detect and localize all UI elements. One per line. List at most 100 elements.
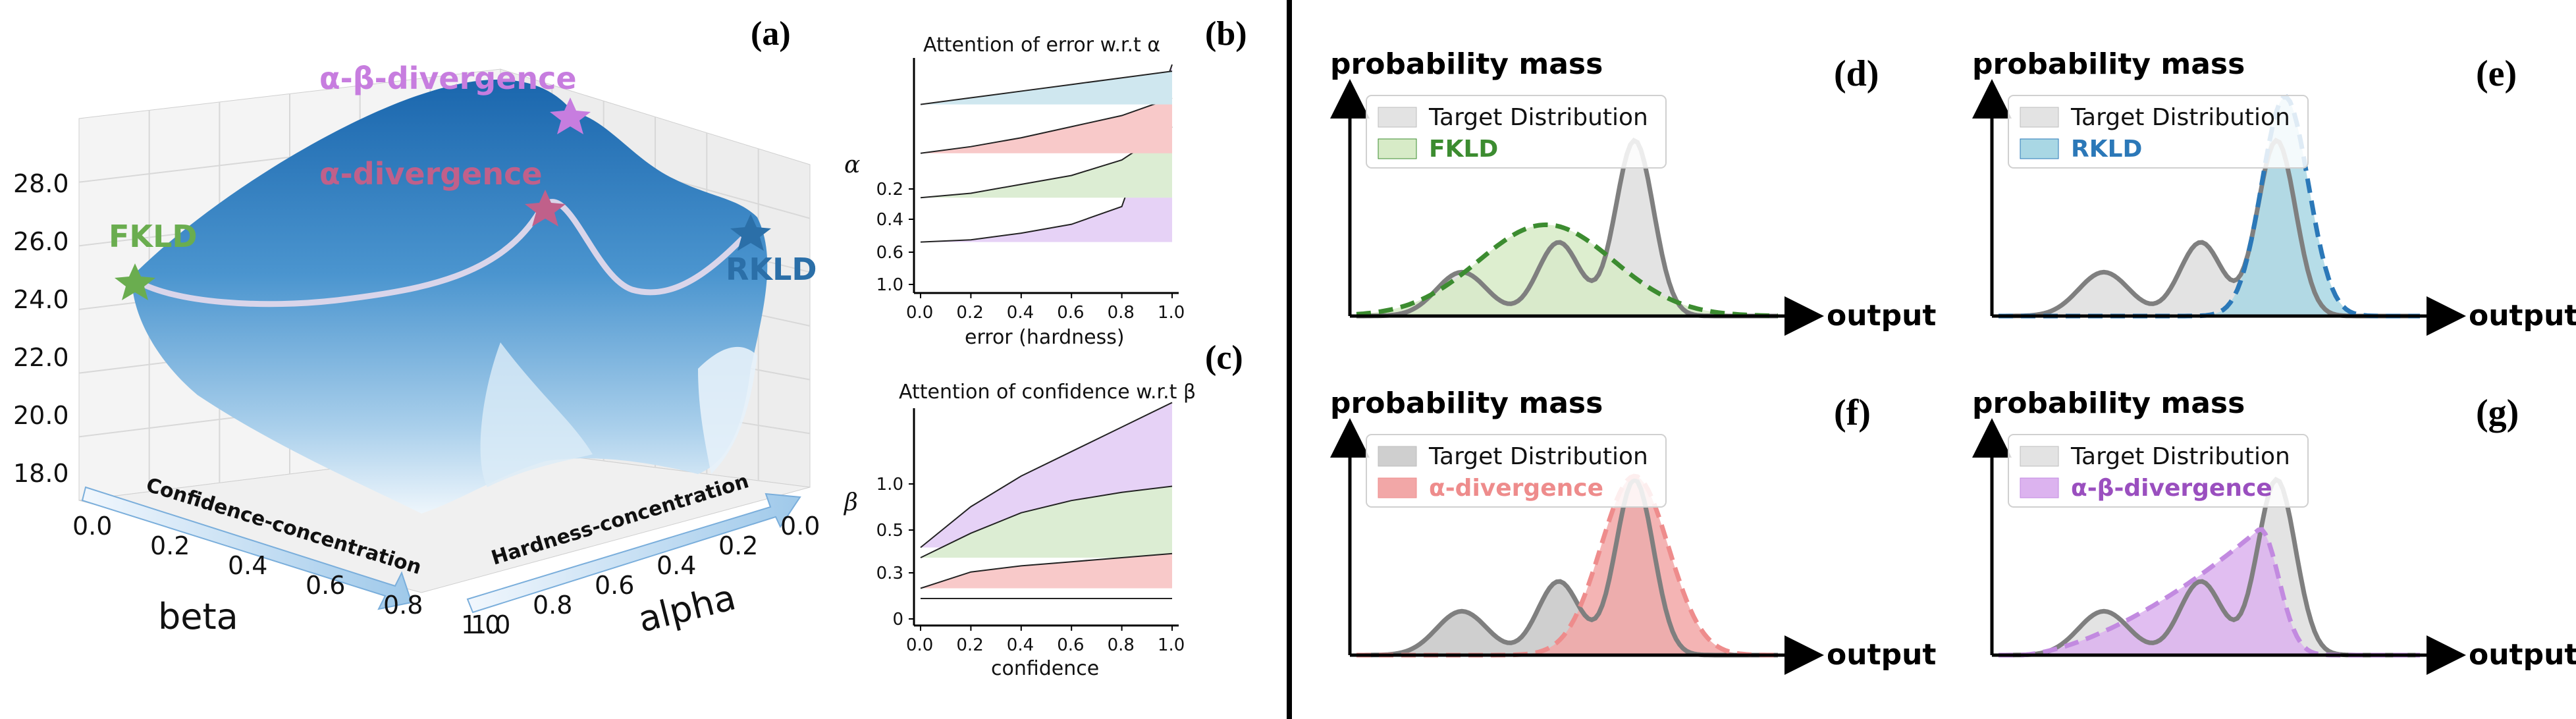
- approx-curve: [1356, 222, 1778, 319]
- y-tick-label: 0.6: [876, 243, 903, 263]
- alpha-beta-divergence-star: [550, 97, 591, 134]
- surface-valley: [698, 346, 757, 474]
- x-tick-label: 0.2: [956, 303, 983, 323]
- panel-d: probability mass output (d) Target Distribu…: [1330, 47, 1936, 336]
- x-tick-label: 0.8: [1108, 635, 1135, 655]
- panel-a: FKLD α-divergence α-β-divergence RKLD 28…: [13, 15, 820, 641]
- y-axis-title: probability mass: [1972, 47, 2245, 81]
- x-tick-label: 1.0: [1158, 635, 1185, 655]
- panel-label-b: (b): [1205, 15, 1247, 53]
- legend-box: [2008, 434, 2309, 508]
- alpha-axis-label: alpha: [634, 576, 739, 640]
- panel-e: probability mass output (e) Target Distribu…: [1972, 47, 2576, 336]
- fkld-star: [115, 263, 155, 300]
- y-tick-label: 0.3: [876, 564, 903, 583]
- beta-tick-label: 1.0: [461, 610, 500, 639]
- panel-label-d: (d): [1834, 53, 1879, 94]
- beta-tick-label: 0.0: [72, 512, 112, 541]
- alpha-tick-label: 1.0: [471, 610, 510, 639]
- band-line: [920, 97, 1173, 154]
- y-axis-title: probability mass: [1972, 386, 2245, 420]
- legend-label-target: Target Distribution: [2070, 443, 2290, 470]
- divergence-path: [132, 199, 754, 307]
- legend-swatch-approx: [1378, 477, 1417, 498]
- z-tick-label: 20.0: [13, 401, 69, 430]
- alpha-tick-label: 0.6: [595, 571, 634, 600]
- panel-b: Attention of error w.r.t α (b) 0.0 0.2 0.4…: [844, 15, 1247, 349]
- x-tick-label: 0.4: [1007, 635, 1034, 655]
- alpha-divergence-star: [525, 190, 566, 226]
- panel-f: probability mass output (f) Target Distribu…: [1330, 386, 1936, 675]
- alpha-tick-label: 0.2: [718, 531, 758, 560]
- panel-c: Attention of confidence w.r.t β (c) 0.0 0…: [843, 339, 1243, 680]
- panel-g: probability mass output (g) Target Distribu…: [1972, 386, 2576, 675]
- x-axis-title: output: [1827, 638, 1936, 672]
- x-tick-label: 0.8: [1108, 303, 1135, 323]
- z-tick-label: 26.0: [13, 227, 69, 256]
- panel-label-g: (g): [2476, 392, 2519, 433]
- x-tick-label: 0.0: [906, 303, 933, 323]
- x-tick-label: 0.6: [1057, 635, 1084, 655]
- legend-box: [1366, 434, 1667, 508]
- panel-label-e: (e): [2476, 53, 2517, 94]
- legend-label-target: Target Distribution: [1428, 443, 1648, 470]
- panel-b-title: Attention of error w.r.t α: [923, 34, 1160, 57]
- beta-tick-label: 0.8: [383, 591, 423, 620]
- beta-axis-label: beta: [158, 596, 238, 637]
- approx-fill: [1356, 476, 1778, 655]
- legend-label-approx: FKLD: [1429, 136, 1498, 163]
- x-tick-label: 0.2: [956, 635, 983, 655]
- panel-c-plot: 0.0 0.2 0.4 0.6 0.8 1.0 1.0 0.5 0.3 0: [876, 402, 1185, 655]
- distribution-panels: probability mass output (d) Target Distribu…: [1330, 47, 2576, 675]
- legend-box: [1366, 95, 1667, 169]
- beta-axis-ticks: 0.0 0.2 0.4 0.6 0.8 1.0: [72, 512, 500, 639]
- legend-swatch-approx: [2020, 138, 2059, 159]
- beta-tick-label: 0.6: [306, 571, 345, 600]
- panel-c-title: Attention of confidence w.r.t β: [899, 381, 1196, 404]
- alpha-tick-label: 0.4: [657, 551, 696, 580]
- loss-surface: [132, 79, 768, 514]
- x-tick-label: 1.0: [1158, 303, 1185, 323]
- z-tick-label: 22.0: [13, 343, 69, 372]
- alpha-tick-label: 0.0: [780, 512, 820, 541]
- band-fill: [921, 65, 1172, 242]
- x-axis-title: output: [1827, 299, 1936, 333]
- rkld-label: RKLD: [726, 252, 817, 287]
- beta-tick-label: 0.4: [228, 551, 267, 580]
- band-fill: [921, 126, 1172, 198]
- legend-swatch-approx: [1378, 138, 1417, 159]
- alpha-divergence-label: α-divergence: [319, 156, 543, 192]
- panel-label-c: (c): [1205, 339, 1243, 377]
- panel-label-a: (a): [751, 15, 791, 53]
- x-tick-label: 0.0: [906, 635, 933, 655]
- beta-tick-label: 0.2: [150, 531, 190, 560]
- panel-b-plot: 0.0 0.2 0.4 0.6 0.8 1.0 0.2 0.4 0.6 1.0: [876, 58, 1185, 323]
- legend-label-target: Target Distribution: [1428, 104, 1648, 131]
- y-tick-label: 1.0: [876, 275, 903, 295]
- panel-c-xlabel: confidence: [991, 657, 1099, 680]
- y-tick-label: 0: [892, 610, 903, 629]
- rkld-star: [730, 214, 771, 251]
- panel-b-xlabel: error (hardness): [965, 326, 1125, 349]
- band-line: [920, 70, 1173, 105]
- x-tick-label: 0.6: [1057, 303, 1084, 323]
- z-tick-label: 18.0: [13, 459, 69, 488]
- alpha-axis-ticks: 0.0 0.2 0.4 0.6 0.8 1.0: [471, 512, 820, 639]
- y-axis-title: probability mass: [1330, 47, 1603, 81]
- beta-axis-arrow: [81, 486, 413, 610]
- panel-label-f: (f): [1834, 392, 1871, 433]
- band-fill: [921, 97, 1172, 153]
- approx-fill: [1999, 97, 2420, 316]
- band-line: [920, 552, 1173, 589]
- band-fill: [921, 486, 1172, 558]
- approx-fill: [1999, 529, 2420, 655]
- y-axis-title: probability mass: [1330, 386, 1603, 420]
- panel-b-ylabel: α: [844, 151, 860, 178]
- legend-swatch-target: [1378, 107, 1417, 128]
- y-tick-label: 0.5: [876, 521, 903, 541]
- band-line: [920, 402, 1173, 548]
- alpha-axis-arrow: [466, 493, 801, 614]
- panel-c-ylabel: β: [843, 489, 858, 516]
- legend-swatch-target: [2020, 446, 2059, 467]
